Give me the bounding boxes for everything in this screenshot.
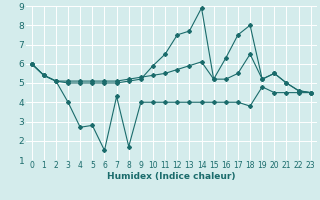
X-axis label: Humidex (Indice chaleur): Humidex (Indice chaleur): [107, 172, 236, 181]
